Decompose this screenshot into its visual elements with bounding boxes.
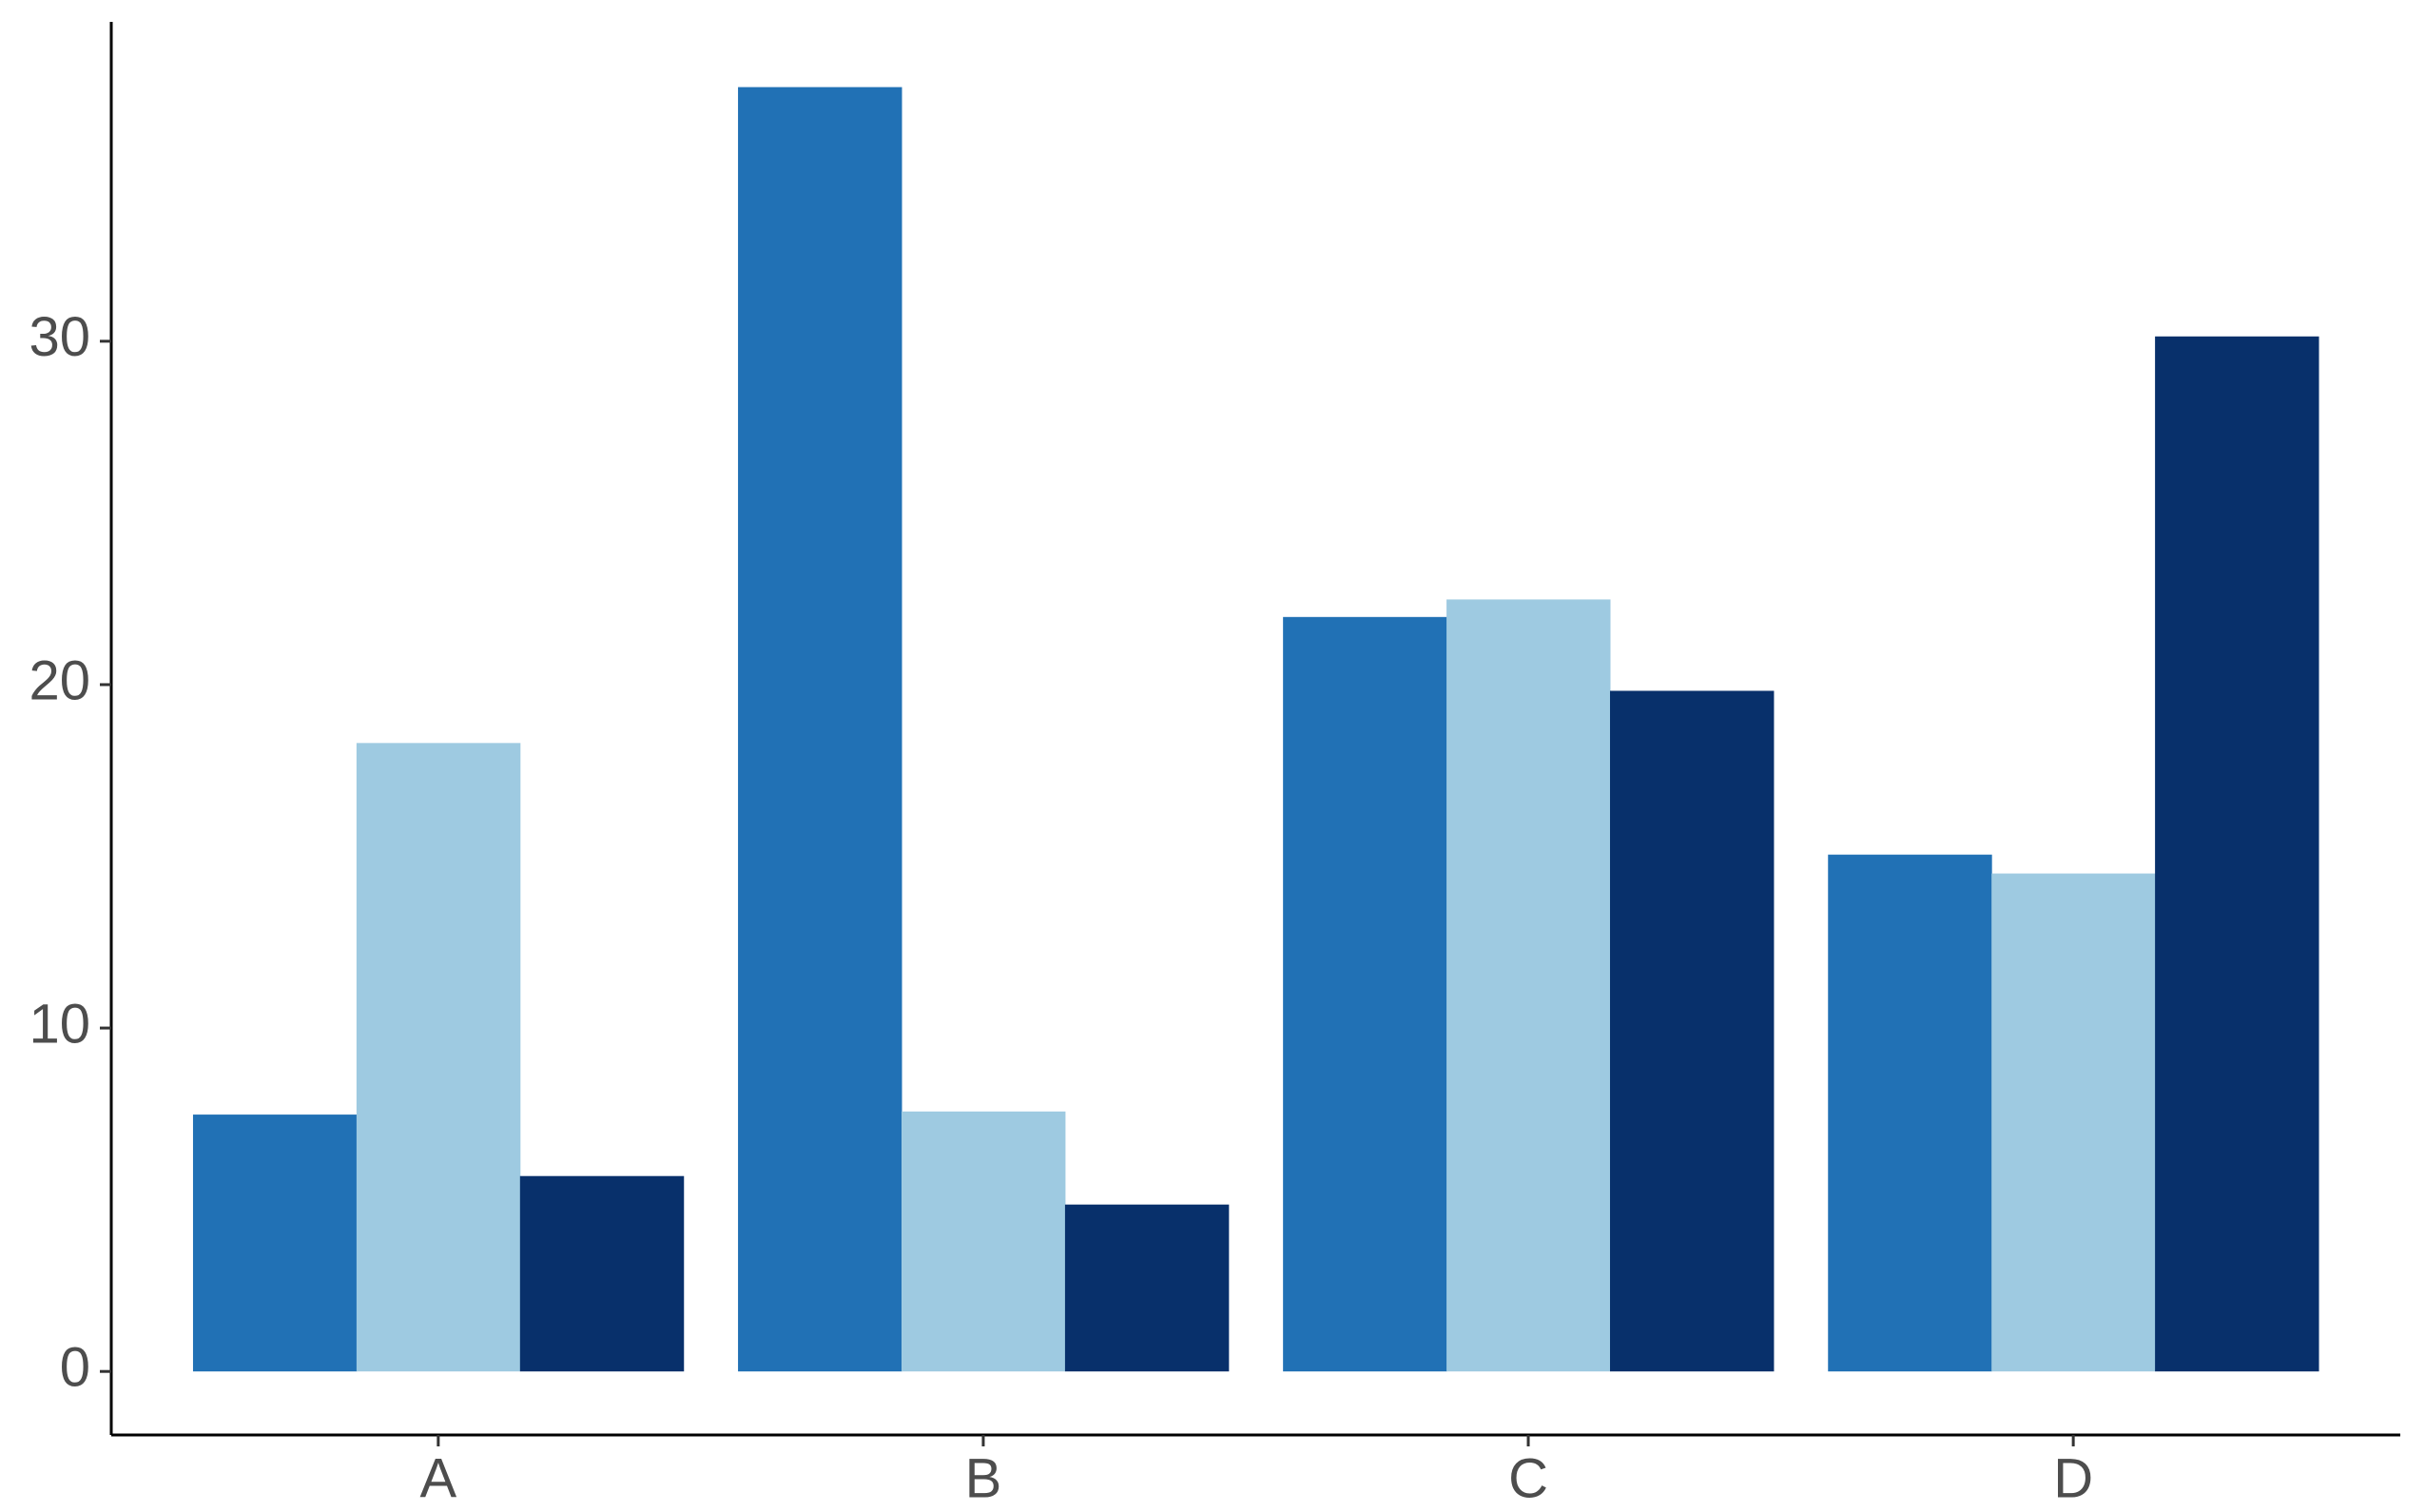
- y-tick-label: 20: [29, 649, 90, 711]
- bar: [1446, 599, 1611, 1372]
- x-tick-label: B: [965, 1447, 1002, 1509]
- x-tick-label: A: [420, 1447, 457, 1509]
- y-tick-label: 30: [29, 306, 90, 368]
- y-tick-label: 0: [60, 1337, 90, 1399]
- bar: [1991, 873, 2156, 1372]
- bar: [1828, 854, 1992, 1372]
- x-tick-label: D: [2053, 1447, 2093, 1509]
- bar: [901, 1111, 1066, 1372]
- bar: [1064, 1204, 1230, 1372]
- bar: [356, 743, 521, 1372]
- bar: [2155, 336, 2319, 1372]
- bar: [1283, 616, 1447, 1372]
- bar: [1610, 690, 1775, 1372]
- bar: [738, 87, 902, 1372]
- x-tick-label: C: [1508, 1447, 1548, 1509]
- y-tick-label: 10: [29, 993, 90, 1055]
- bar: [519, 1175, 685, 1372]
- bar: [192, 1115, 358, 1372]
